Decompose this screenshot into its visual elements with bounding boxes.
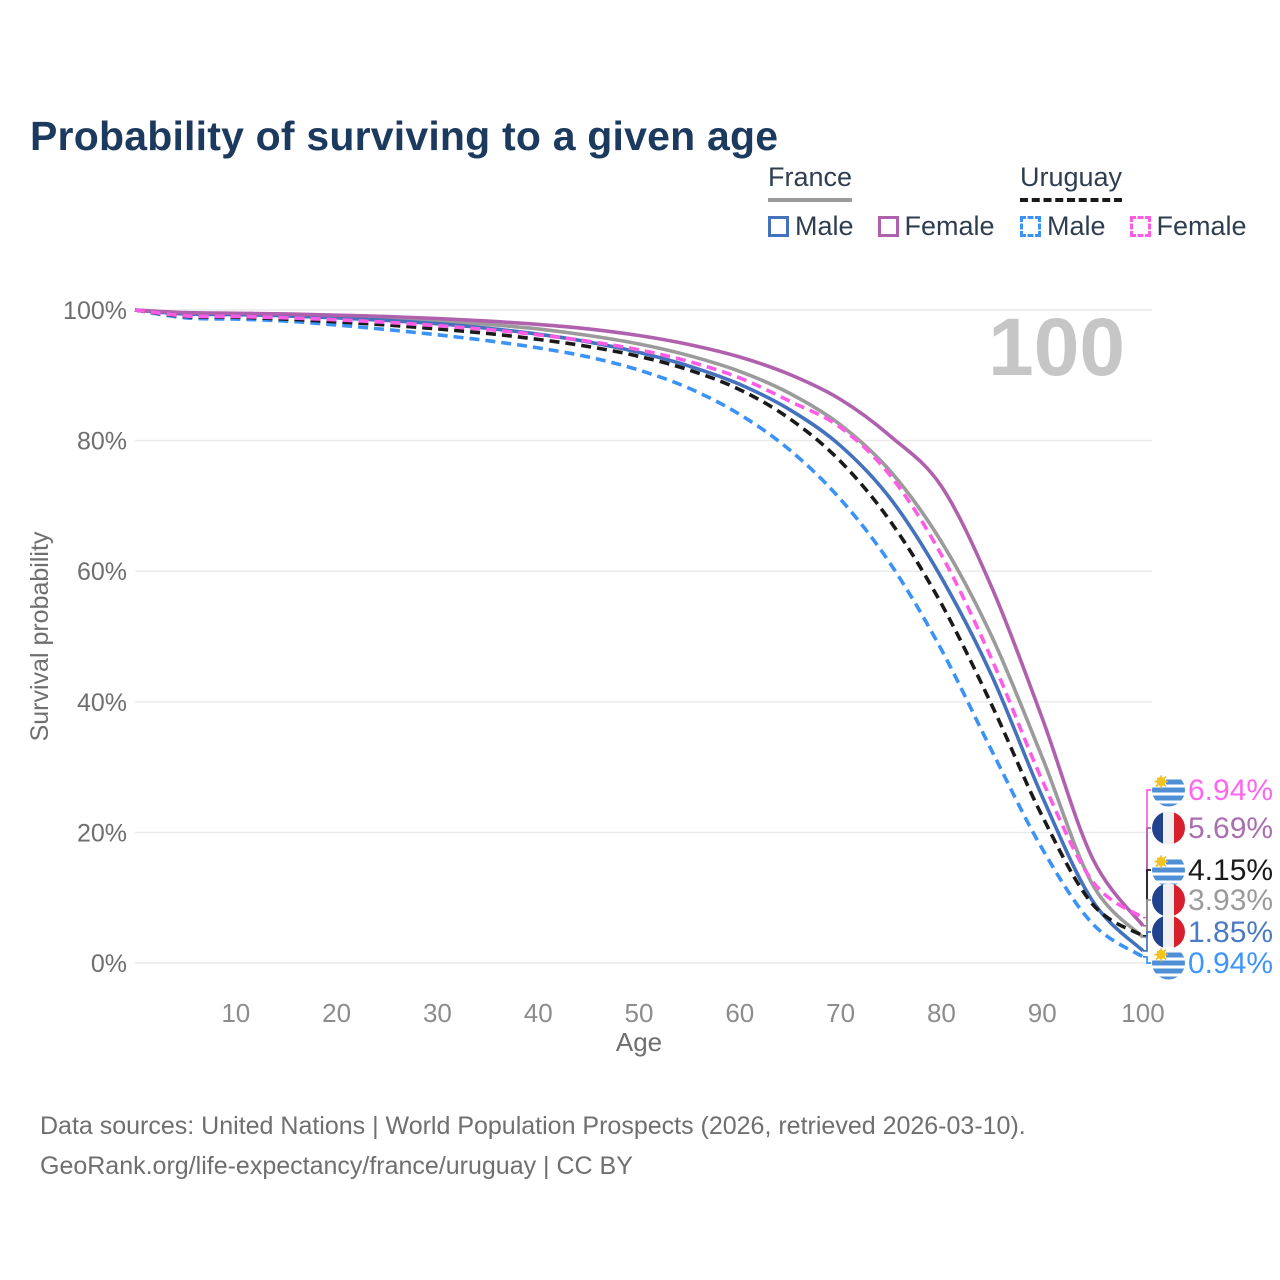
x-tick-label: 50 — [625, 998, 654, 1028]
end-label-france-both[interactable]: 3.93% — [1152, 883, 1273, 918]
flag-stripe-blue — [1152, 867, 1185, 873]
flag-band-white — [1163, 883, 1174, 917]
flag-band-white — [1163, 915, 1174, 949]
end-label-uruguay-female[interactable]: 6.94% — [1152, 773, 1273, 809]
end-label-france-male[interactable]: 1.85% — [1152, 915, 1273, 950]
x-tick-label: 70 — [826, 998, 855, 1028]
x-tick-label: 60 — [725, 998, 754, 1028]
end-label-france-female[interactable]: 5.69% — [1152, 811, 1273, 846]
sun-of-may — [1156, 856, 1166, 867]
age-watermark: 100 — [988, 302, 1125, 393]
legend-item-france-female[interactable]: Female — [877, 211, 995, 242]
legend-country-uruguay[interactable]: Uruguay — [1020, 162, 1123, 202]
y-tick-label: 0% — [91, 950, 127, 978]
flag-stripe-blue — [1166, 859, 1185, 865]
end-label-value: 3.93% — [1188, 884, 1273, 917]
dashed-line-swatch-icon — [1020, 216, 1041, 237]
series-line-france-female[interactable] — [134, 308, 1145, 927]
end-label-value: 4.15% — [1188, 854, 1273, 887]
legend-country-france[interactable]: France — [768, 162, 853, 202]
uruguay-flag-icon — [1152, 773, 1185, 807]
x-axis-title: Age — [616, 1027, 662, 1057]
legend-item-label: Female — [904, 211, 995, 241]
x-tick-label: 10 — [221, 998, 250, 1028]
flag-band-blue — [1152, 811, 1163, 845]
sun-of-may — [1156, 776, 1166, 787]
series-line-uruguay-female[interactable] — [134, 308, 1145, 920]
end-label-connector — [1143, 956, 1151, 964]
legend-item-uruguay-male[interactable]: Male — [1020, 211, 1106, 242]
y-tick-label: 60% — [77, 558, 127, 586]
x-tick-label: 20 — [322, 998, 351, 1028]
flag-stripe-blue — [1152, 976, 1185, 980]
france-flag-icon — [1152, 915, 1185, 949]
dashed-line-swatch-icon — [1129, 216, 1151, 237]
flag-band-red — [1174, 811, 1185, 845]
legend-group-france: France Male Female — [768, 162, 995, 242]
legend-group-uruguay: Uruguay Male Female — [1020, 162, 1247, 242]
flag-stripe-blue — [1152, 803, 1185, 807]
end-label-value: 6.94% — [1188, 774, 1273, 807]
legend-item-label: Female — [1156, 211, 1247, 241]
legend-item-france-male[interactable]: Male — [768, 211, 854, 242]
end-label-value: 1.85% — [1188, 916, 1273, 949]
flag-stripe-blue — [1166, 952, 1185, 958]
series-line-uruguay-male[interactable] — [134, 308, 1144, 959]
x-tick-label: 100 — [1121, 998, 1164, 1028]
flag-stripe-blue — [1152, 787, 1185, 793]
y-tick-label: 80% — [77, 428, 127, 456]
flag-band-white — [1163, 811, 1174, 845]
flag-band-blue — [1152, 883, 1163, 917]
solid-line-swatch-icon — [768, 216, 789, 237]
uruguay-flag-icon — [1152, 853, 1185, 887]
france-flag-icon — [1152, 883, 1185, 917]
y-axis-title: Survival probability — [26, 531, 54, 741]
x-tick-label: 80 — [927, 998, 956, 1028]
flag-stripe-blue — [1152, 960, 1185, 966]
end-label-connector — [1143, 931, 1151, 952]
legend-item-uruguay-female[interactable]: Female — [1129, 211, 1247, 242]
y-tick-label: 40% — [77, 689, 127, 717]
end-label-uruguay-both[interactable]: 4.15% — [1152, 853, 1273, 889]
flag-band-blue — [1152, 915, 1163, 949]
x-tick-label: 90 — [1028, 998, 1057, 1028]
france-flag-icon — [1152, 811, 1185, 845]
end-label-value: 0.94% — [1188, 947, 1273, 980]
y-tick-label: 100% — [63, 297, 127, 325]
source-footer: Data sources: United Nations | World Pop… — [40, 1106, 1026, 1186]
flag-band-red — [1174, 883, 1185, 917]
x-tick-label: 40 — [524, 998, 553, 1028]
series-line-uruguay-both[interactable] — [134, 308, 1144, 938]
flag-band-red — [1174, 915, 1185, 949]
solid-line-swatch-icon — [877, 216, 899, 237]
x-tick-label: 30 — [423, 998, 452, 1028]
series-line-france-both[interactable] — [134, 308, 1145, 939]
flag-stripe-blue — [1152, 875, 1185, 881]
flag-stripe-blue — [1166, 779, 1185, 785]
legend-item-label: Male — [1047, 211, 1106, 241]
attribution-line: GeoRank.org/life-expectancy/france/urugu… — [40, 1152, 633, 1180]
data-sources-line: Data sources: United Nations | World Pop… — [40, 1112, 1026, 1140]
end-label-connector — [1143, 899, 1151, 939]
flag-stripe-blue — [1152, 968, 1185, 974]
page-title: Probability of surviving to a given age — [30, 113, 779, 160]
flag-stripe-blue — [1152, 795, 1185, 801]
sun-of-may — [1156, 949, 1166, 960]
y-tick-label: 20% — [77, 819, 127, 847]
series-line-france-male[interactable] — [134, 308, 1145, 953]
legend-item-label: Male — [795, 211, 854, 241]
uruguay-flag-icon — [1152, 946, 1185, 980]
end-label-uruguay-male[interactable]: 0.94% — [1152, 946, 1273, 982]
end-label-value: 5.69% — [1188, 812, 1273, 845]
